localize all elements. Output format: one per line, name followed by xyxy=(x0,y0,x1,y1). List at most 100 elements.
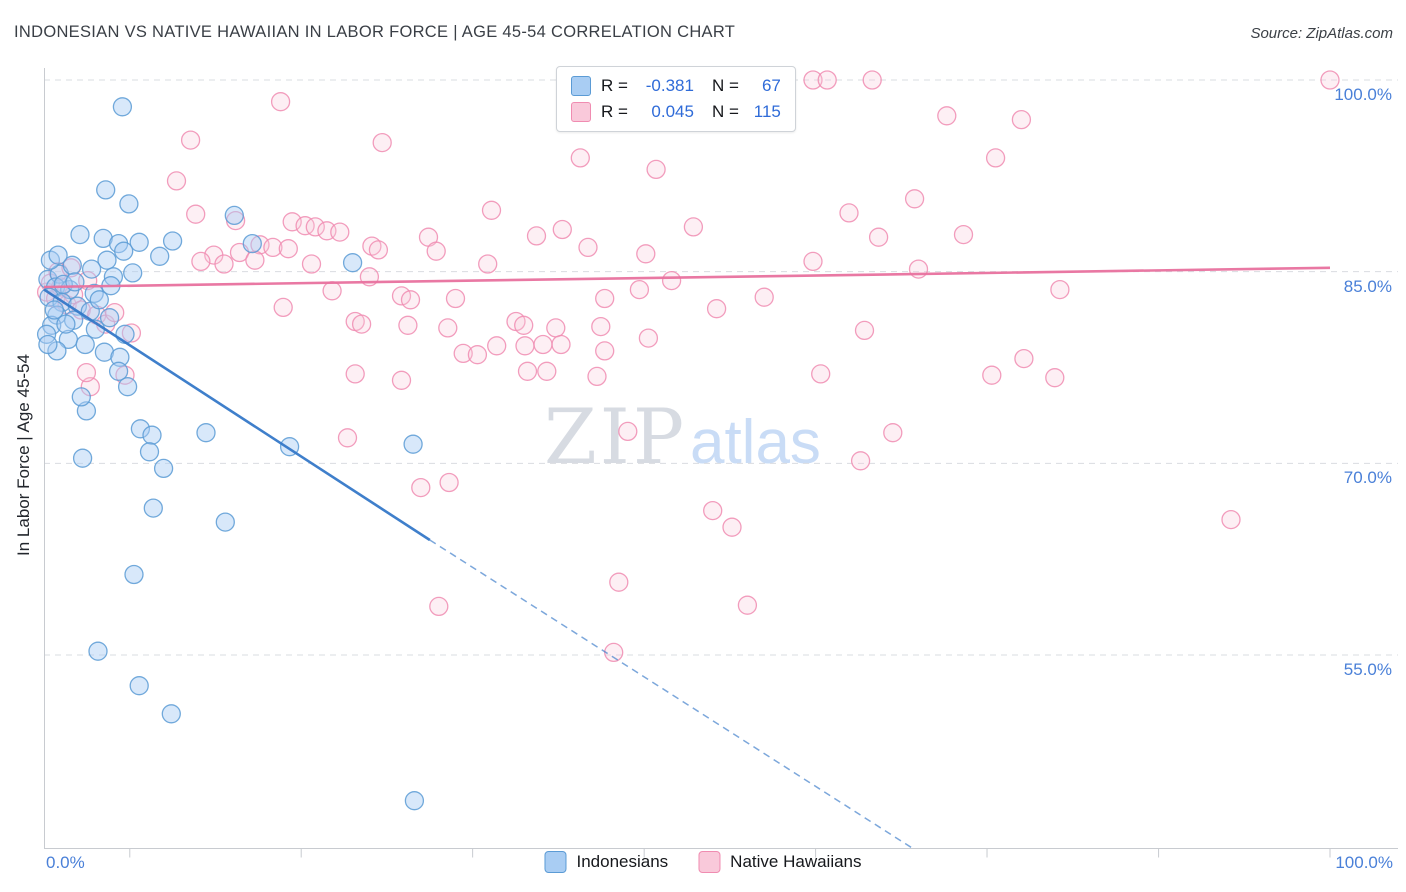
scatter-point-indonesians[interactable] xyxy=(404,791,425,811)
scatter-point-native-hawaiians[interactable] xyxy=(301,254,322,274)
scatter-point-native-hawaiians[interactable] xyxy=(754,287,774,307)
scatter-point-indonesians[interactable] xyxy=(44,300,64,320)
scatter-point-native-hawaiians[interactable] xyxy=(478,254,498,274)
scatter-point-indonesians[interactable] xyxy=(224,205,244,226)
scatter-point-native-hawaiians[interactable] xyxy=(982,365,1002,385)
scatter-point-indonesians[interactable] xyxy=(38,334,58,355)
scatter-point-native-hawaiians[interactable] xyxy=(1320,70,1340,90)
scatter-point-indonesians[interactable] xyxy=(129,232,149,252)
scatter-point-indonesians[interactable] xyxy=(143,498,163,518)
scatter-point-native-hawaiians[interactable] xyxy=(121,323,142,343)
scatter-point-indonesians[interactable] xyxy=(88,641,108,661)
scatter-point-native-hawaiians[interactable] xyxy=(595,341,615,361)
scatter-point-native-hawaiians[interactable] xyxy=(629,279,650,300)
scatter-point-indonesians[interactable] xyxy=(108,361,129,381)
scatter-point-indonesians[interactable] xyxy=(403,434,423,454)
scatter-point-native-hawaiians[interactable] xyxy=(817,70,837,90)
scatter-point-indonesians[interactable] xyxy=(97,250,117,270)
scatter-point-native-hawaiians[interactable] xyxy=(883,423,903,443)
scatter-point-indonesians[interactable] xyxy=(53,274,73,295)
scatter-point-indonesians[interactable] xyxy=(114,241,134,261)
scatter-point-native-hawaiians[interactable] xyxy=(638,328,659,348)
scatter-point-indonesians[interactable] xyxy=(215,512,235,532)
scatter-point-indonesians[interactable] xyxy=(75,334,95,355)
scatter-point-indonesians[interactable] xyxy=(42,315,62,335)
scatter-point-native-hawaiians[interactable] xyxy=(706,299,727,319)
scatter-point-indonesians[interactable] xyxy=(70,224,90,245)
scatter-point-native-hawaiians[interactable] xyxy=(487,336,507,356)
scatter-point-indonesians[interactable] xyxy=(129,676,149,696)
scatter-point-native-hawaiians[interactable] xyxy=(445,288,466,309)
scatter-point-native-hawaiians[interactable] xyxy=(515,336,535,356)
scatter-point-native-hawaiians[interactable] xyxy=(191,251,211,272)
scatter-point-native-hawaiians[interactable] xyxy=(1014,348,1034,369)
scatter-point-native-hawaiians[interactable] xyxy=(1011,109,1032,130)
scatter-point-native-hawaiians[interactable] xyxy=(372,132,392,153)
scatter-point-native-hawaiians[interactable] xyxy=(273,297,293,318)
scatter-point-native-hawaiians[interactable] xyxy=(868,227,889,247)
scatter-point-native-hawaiians[interactable] xyxy=(850,451,871,471)
scatter-point-native-hawaiians[interactable] xyxy=(1050,279,1070,300)
scatter-point-native-hawaiians[interactable] xyxy=(661,270,682,291)
scatter-point-indonesians[interactable] xyxy=(162,231,183,251)
scatter-point-native-hawaiians[interactable] xyxy=(839,203,859,223)
scatter-point-native-hawaiians[interactable] xyxy=(186,204,206,224)
scatter-point-native-hawaiians[interactable] xyxy=(400,290,421,310)
scatter-point-native-hawaiians[interactable] xyxy=(570,148,590,168)
scatter-point-indonesians[interactable] xyxy=(139,442,160,462)
scatter-point-native-hawaiians[interactable] xyxy=(180,130,201,150)
scatter-point-native-hawaiians[interactable] xyxy=(578,237,598,258)
scatter-point-native-hawaiians[interactable] xyxy=(1221,509,1241,530)
scatter-point-indonesians[interactable] xyxy=(72,448,93,468)
scatter-point-indonesians[interactable] xyxy=(161,704,181,724)
scatter-point-native-hawaiians[interactable] xyxy=(546,318,566,338)
scatter-point-native-hawaiians[interactable] xyxy=(803,251,823,272)
scatter-point-native-hawaiians[interactable] xyxy=(908,259,929,279)
scatter-point-indonesians[interactable] xyxy=(142,425,162,445)
scatter-point-native-hawaiians[interactable] xyxy=(937,106,957,126)
scatter-point-native-hawaiians[interactable] xyxy=(429,596,449,617)
scatter-point-native-hawaiians[interactable] xyxy=(591,316,611,337)
scatter-point-native-hawaiians[interactable] xyxy=(166,171,187,191)
scatter-point-native-hawaiians[interactable] xyxy=(295,216,315,236)
scatter-point-indonesians[interactable] xyxy=(81,259,102,279)
scatter-point-native-hawaiians[interactable] xyxy=(551,334,571,355)
scatter-point-native-hawaiians[interactable] xyxy=(76,362,97,383)
scatter-point-indonesians[interactable] xyxy=(99,308,120,328)
scatter-point-native-hawaiians[interactable] xyxy=(587,366,607,387)
scatter-point-native-hawaiians[interactable] xyxy=(245,250,265,270)
scatter-point-native-hawaiians[interactable] xyxy=(595,288,615,309)
scatter-point-indonesians[interactable] xyxy=(62,255,82,275)
scatter-point-indonesians[interactable] xyxy=(119,194,139,214)
scatter-point-indonesians[interactable] xyxy=(150,246,170,266)
scatter-point-indonesians[interactable] xyxy=(124,564,144,585)
scatter-point-native-hawaiians[interactable] xyxy=(862,70,882,90)
scatter-point-indonesians[interactable] xyxy=(84,283,104,304)
scatter-point-native-hawaiians[interactable] xyxy=(330,222,350,242)
scatter-point-native-hawaiians[interactable] xyxy=(604,642,624,663)
scatter-point-indonesians[interactable] xyxy=(65,272,85,292)
scatter-point-indonesians[interactable] xyxy=(117,377,138,397)
scatter-point-indonesians[interactable] xyxy=(196,423,216,443)
scatter-point-native-hawaiians[interactable] xyxy=(722,517,742,537)
scatter-point-native-hawaiians[interactable] xyxy=(683,217,704,237)
scatter-point-native-hawaiians[interactable] xyxy=(517,361,538,381)
scatter-point-indonesians[interactable] xyxy=(36,324,57,344)
scatter-point-native-hawaiians[interactable] xyxy=(953,224,974,245)
scatter-point-native-hawaiians[interactable] xyxy=(609,572,629,592)
scatter-point-native-hawaiians[interactable] xyxy=(537,361,557,381)
scatter-point-native-hawaiians[interactable] xyxy=(391,370,412,390)
scatter-point-native-hawaiians[interactable] xyxy=(481,200,502,220)
scatter-point-indonesians[interactable] xyxy=(110,347,130,367)
scatter-point-native-hawaiians[interactable] xyxy=(514,315,534,335)
scatter-point-native-hawaiians[interactable] xyxy=(636,244,656,264)
scatter-point-native-hawaiians[interactable] xyxy=(426,241,446,261)
scatter-point-indonesians[interactable] xyxy=(71,387,91,407)
scatter-point-native-hawaiians[interactable] xyxy=(618,421,638,442)
scatter-point-native-hawaiians[interactable] xyxy=(533,334,553,355)
scatter-point-native-hawaiians[interactable] xyxy=(351,314,372,334)
scatter-point-indonesians[interactable] xyxy=(130,419,151,439)
scatter-point-native-hawaiians[interactable] xyxy=(322,281,342,301)
scatter-point-native-hawaiians[interactable] xyxy=(411,477,431,498)
scatter-point-indonesians[interactable] xyxy=(94,342,115,362)
